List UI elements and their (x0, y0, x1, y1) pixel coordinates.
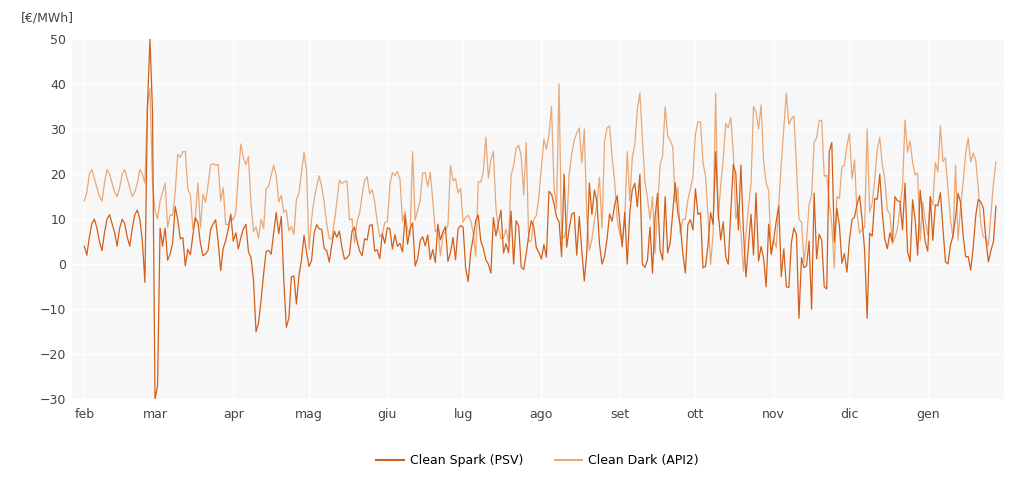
Legend: Clean Spark (PSV), Clean Dark (API2): Clean Spark (PSV), Clean Dark (API2) (372, 450, 703, 472)
Text: [€/MWh]: [€/MWh] (20, 12, 74, 24)
